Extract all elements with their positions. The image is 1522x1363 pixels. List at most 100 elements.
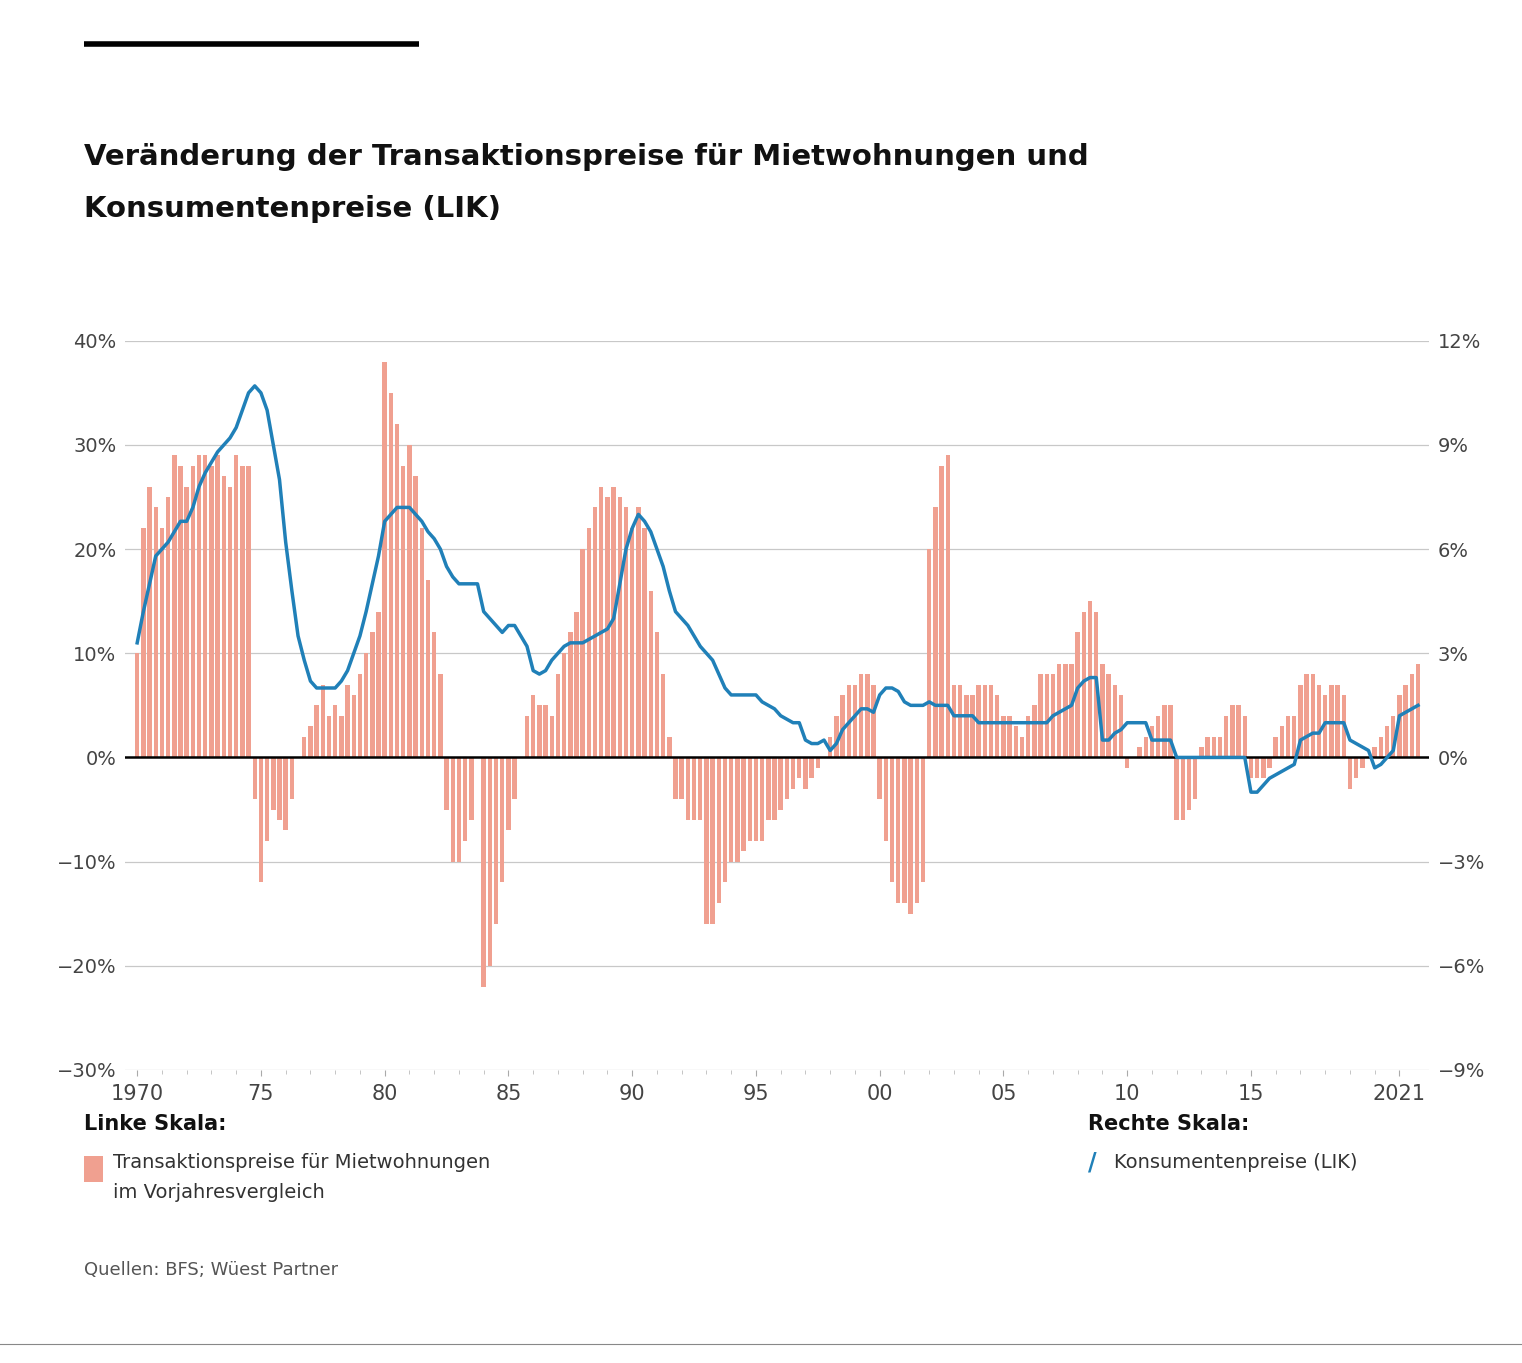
Bar [1373,747,1377,758]
Bar [1070,664,1073,758]
Bar [1286,716,1291,758]
Bar [1304,675,1309,758]
Bar [1218,736,1222,758]
Bar [432,632,437,758]
Bar [1280,726,1285,758]
Bar [890,758,895,882]
Bar [1256,758,1259,778]
Bar [1181,758,1186,821]
Bar [487,758,492,966]
Bar [549,716,554,758]
Bar [747,758,752,841]
Bar [1119,695,1123,758]
Bar [315,706,318,758]
Bar [1175,758,1180,821]
Bar [457,758,461,861]
Bar [352,695,356,758]
Bar [414,476,419,758]
Text: /: / [1088,1150,1097,1175]
Bar [190,466,195,758]
Bar [858,675,863,758]
Text: Konsumentenpreise (LIK): Konsumentenpreise (LIK) [84,195,501,224]
Bar [693,758,696,821]
Bar [216,455,219,758]
Bar [1268,758,1272,767]
Bar [612,487,616,758]
Bar [451,758,455,861]
Bar [600,487,604,758]
Bar [1026,716,1030,758]
Bar [921,758,925,882]
Bar [766,758,770,821]
Bar [705,758,709,924]
Bar [772,758,776,821]
Bar [358,675,362,758]
Bar [1242,716,1247,758]
Bar [562,653,566,758]
Bar [594,507,597,758]
Bar [1187,758,1192,810]
Bar [1155,716,1160,758]
Bar [1329,684,1333,758]
Bar [265,758,269,841]
Bar [1274,736,1278,758]
Bar [301,736,306,758]
Bar [1056,664,1061,758]
Bar [971,695,974,758]
Bar [259,758,263,882]
Bar [624,507,629,758]
Bar [202,455,207,758]
Bar [271,758,275,810]
Bar [1062,664,1067,758]
Bar [463,758,467,841]
Bar [1379,736,1383,758]
Bar [1310,675,1315,758]
Bar [909,758,913,913]
Bar [1409,675,1414,758]
Bar [1298,684,1303,758]
Bar [1014,726,1018,758]
Bar [507,758,511,830]
Bar [166,497,170,758]
Bar [667,736,671,758]
Bar [1403,684,1408,758]
Bar [321,684,326,758]
Bar [1212,736,1216,758]
Bar [376,612,380,758]
Bar [1248,758,1253,778]
Bar [493,758,498,924]
Bar [586,529,591,758]
Bar [864,675,869,758]
Bar [1044,675,1049,758]
Bar [1163,706,1166,758]
Bar [915,758,919,904]
Bar [580,549,584,758]
Bar [1143,736,1148,758]
Bar [568,632,572,758]
Bar [896,758,901,904]
Bar [717,758,721,904]
Bar [1038,675,1043,758]
Bar [1397,695,1402,758]
Bar [1347,758,1352,789]
Bar [1193,758,1198,799]
Bar [711,758,715,924]
Bar [556,675,560,758]
Bar [388,393,393,758]
Bar [840,695,845,758]
Bar [228,487,233,758]
Bar [309,726,312,758]
Bar [654,632,659,758]
Bar [1391,716,1396,758]
Bar [1385,726,1390,758]
Bar [178,466,183,758]
Bar [679,758,683,799]
Text: Transaktionspreise für Mietwohnungen: Transaktionspreise für Mietwohnungen [113,1153,490,1172]
Bar [444,758,449,810]
Bar [1205,736,1210,758]
Bar [642,529,647,758]
Bar [222,476,227,758]
Bar [400,466,405,758]
Bar [804,758,808,789]
Bar [735,758,740,861]
